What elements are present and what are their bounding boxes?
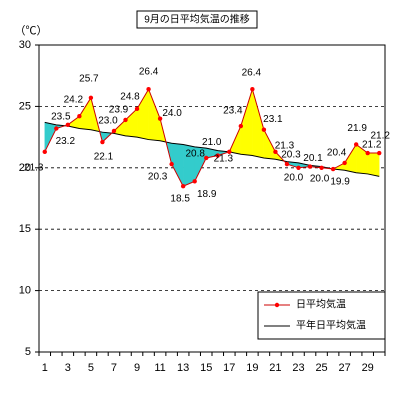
data-point-day-14 bbox=[192, 179, 197, 184]
data-label-day-25: 20.0 bbox=[310, 173, 330, 184]
data-label-day-13: 18.5 bbox=[170, 194, 190, 205]
x-tick-label-25: 25 bbox=[315, 362, 327, 374]
data-point-day-13 bbox=[180, 184, 186, 189]
data-point-day-21 bbox=[273, 149, 278, 155]
title-text: 9月の日平均気温の推移 bbox=[144, 13, 250, 26]
data-label-day-28: 21.9 bbox=[347, 123, 367, 134]
data-label-day-30: 21.2 bbox=[370, 131, 390, 142]
y-tick-label-30: 30 bbox=[19, 39, 31, 51]
data-label-day-1: 21.3 bbox=[24, 162, 44, 173]
x-tick-label-1: 1 bbox=[42, 362, 48, 374]
data-label-day-26: 19.9 bbox=[330, 177, 350, 188]
data-point-day-27 bbox=[342, 160, 347, 166]
data-label-day-17: 21.3 bbox=[214, 153, 234, 164]
data-point-day-10 bbox=[146, 87, 151, 92]
x-tick-label-21: 21 bbox=[269, 362, 281, 374]
data-label-day-27: 20.4 bbox=[327, 147, 347, 158]
data-label-day-7: 23.0 bbox=[98, 115, 118, 126]
legend-box bbox=[257, 291, 386, 340]
data-label-day-16: 21.0 bbox=[202, 137, 222, 148]
x-tick-label-7: 7 bbox=[111, 362, 117, 374]
data-label-day-2: 23.2 bbox=[56, 136, 76, 147]
data-point-day-26 bbox=[330, 166, 336, 172]
data-label-day-20: 23.1 bbox=[263, 114, 283, 125]
x-tick-label-29: 29 bbox=[362, 362, 374, 374]
data-label-day-4: 24.2 bbox=[64, 95, 84, 106]
legend-marker-actual bbox=[274, 302, 280, 308]
data-point-day-15 bbox=[204, 155, 209, 161]
data-label-day-14: 18.9 bbox=[197, 189, 217, 200]
data-point-day-28 bbox=[353, 142, 359, 147]
fill-above-normal-day-29-30 bbox=[367, 152, 380, 177]
data-point-day-5 bbox=[88, 95, 94, 101]
x-tick-label-11: 11 bbox=[154, 362, 165, 374]
data-point-day-9 bbox=[134, 106, 140, 112]
x-tick-label-17: 17 bbox=[223, 362, 235, 374]
y-axis-unit-label: （℃） bbox=[15, 24, 48, 37]
x-tick-label-15: 15 bbox=[200, 362, 212, 374]
data-point-day-25 bbox=[319, 165, 324, 170]
data-point-day-7 bbox=[111, 128, 117, 134]
data-label-day-19: 26.4 bbox=[242, 68, 262, 79]
data-label-day-15: 20.8 bbox=[185, 148, 205, 159]
data-label-day-5: 25.7 bbox=[79, 73, 99, 84]
data-label-day-23: 20.0 bbox=[284, 172, 304, 183]
y-tick-label-5: 5 bbox=[25, 346, 31, 358]
data-label-day-9: 24.8 bbox=[120, 91, 140, 102]
data-point-day-17 bbox=[227, 149, 232, 155]
x-tick-label-19: 19 bbox=[246, 362, 258, 374]
data-label-day-10: 26.4 bbox=[139, 67, 159, 78]
data-label-day-24: 20.1 bbox=[303, 153, 323, 164]
data-point-day-16 bbox=[215, 153, 220, 158]
data-point-day-11 bbox=[157, 116, 163, 121]
y-tick-label-20: 20 bbox=[19, 162, 31, 174]
title-box bbox=[136, 10, 258, 29]
data-point-day-2 bbox=[54, 126, 59, 131]
data-point-day-24 bbox=[307, 164, 313, 169]
data-label-day-3: 23.5 bbox=[51, 111, 71, 122]
x-tick-label-3: 3 bbox=[65, 362, 71, 374]
data-point-day-4 bbox=[77, 114, 82, 119]
data-point-day-8 bbox=[123, 117, 128, 123]
data-label-day-11: 24.0 bbox=[162, 108, 182, 119]
data-point-day-1 bbox=[42, 149, 47, 155]
x-tick-label-13: 13 bbox=[177, 362, 189, 374]
data-label-day-8: 23.9 bbox=[109, 104, 129, 115]
x-tick-label-5: 5 bbox=[88, 362, 94, 374]
data-label-day-18: 23.4 bbox=[223, 106, 243, 117]
data-point-day-3 bbox=[65, 122, 71, 128]
data-label-day-21: 21.3 bbox=[275, 140, 295, 151]
y-tick-label-10: 10 bbox=[19, 285, 31, 297]
x-tick-label-9: 9 bbox=[134, 362, 140, 374]
data-point-day-12 bbox=[169, 161, 174, 167]
data-label-day-12: 20.3 bbox=[148, 172, 168, 183]
data-label-day-29: 21.2 bbox=[362, 140, 382, 151]
data-label-day-6: 22.1 bbox=[94, 152, 114, 163]
data-label-day-22: 20.3 bbox=[281, 150, 301, 161]
data-point-day-22 bbox=[284, 161, 290, 167]
y-tick-label-25: 25 bbox=[19, 100, 31, 112]
data-point-day-30 bbox=[377, 150, 382, 156]
legend-label-normal: 平年日平均気温 bbox=[296, 319, 366, 332]
x-tick-label-23: 23 bbox=[292, 362, 304, 374]
chart-title: 9月の日平均気温の推移 bbox=[136, 10, 258, 29]
data-point-day-19 bbox=[250, 87, 255, 92]
data-points bbox=[42, 87, 382, 189]
y-tick-label-15: 15 bbox=[19, 223, 31, 235]
data-point-day-29 bbox=[365, 150, 370, 156]
legend-label-actual: 日平均気温 bbox=[296, 298, 346, 311]
data-point-day-18 bbox=[238, 123, 244, 129]
data-point-day-6 bbox=[100, 139, 105, 145]
data-point-day-20 bbox=[261, 127, 267, 132]
legend: 日平均気温 平年日平均気温 bbox=[257, 291, 386, 340]
x-tick-label-27: 27 bbox=[339, 362, 351, 374]
data-labels: 21.3 23.2 23.5 24.2 25.7 22.1 23.023.9 24.8 26.4… bbox=[24, 67, 390, 205]
data-point-day-23 bbox=[296, 165, 301, 170]
